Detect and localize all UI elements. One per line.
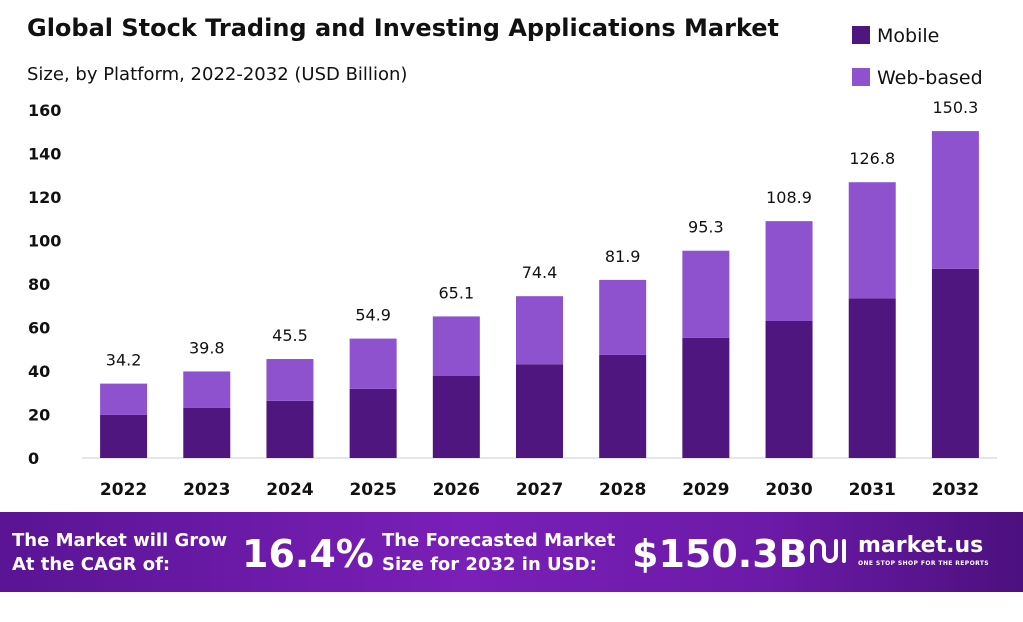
legend-swatch bbox=[852, 68, 870, 86]
x-tick-label: 2026 bbox=[433, 480, 480, 500]
chart-subtitle: Size, by Platform, 2022-2032 (USD Billio… bbox=[27, 64, 407, 85]
bar-segment-mobile bbox=[266, 400, 314, 458]
x-tick-label: 2024 bbox=[266, 480, 313, 500]
bar-segment-web-based bbox=[349, 338, 397, 389]
chart-title: Global Stock Trading and Investing Appli… bbox=[27, 14, 779, 42]
stacked-bar-chart: Global Stock Trading and Investing Appli… bbox=[27, 14, 997, 500]
bar-total-label: 34.2 bbox=[106, 351, 142, 370]
bar-total-label: 74.4 bbox=[522, 263, 558, 282]
bar-segment-mobile bbox=[931, 268, 979, 458]
bar-segment-mobile bbox=[765, 320, 813, 458]
forecast-label-line2: Size for 2032 in USD: bbox=[382, 554, 597, 575]
bar-segment-web-based bbox=[432, 316, 480, 377]
x-tick-label: 2030 bbox=[765, 480, 812, 500]
y-axis: 0 20 40 60 80 100 120 140 160 bbox=[28, 101, 61, 468]
x-tick-label: 2022 bbox=[100, 480, 147, 500]
forecast-value: $150.3B bbox=[632, 532, 808, 576]
bar-segment-web-based bbox=[765, 221, 813, 321]
bar-segment-mobile bbox=[848, 298, 896, 458]
cagr-label-line2: At the CAGR of: bbox=[12, 554, 171, 575]
bar-segment-mobile bbox=[599, 354, 647, 458]
x-tick-label: 2028 bbox=[599, 480, 646, 500]
legend-label: Mobile bbox=[877, 25, 939, 47]
bar-segment-mobile bbox=[682, 337, 730, 458]
bar-total-label: 65.1 bbox=[439, 283, 475, 302]
bar-total-label: 54.9 bbox=[355, 306, 391, 325]
x-tick-label: 2029 bbox=[682, 480, 729, 500]
bar-total-label: 45.5 bbox=[272, 326, 308, 345]
x-tick-label: 2025 bbox=[349, 480, 396, 500]
bar-segment-mobile bbox=[349, 388, 397, 458]
y-tick-label: 120 bbox=[28, 188, 61, 207]
bar-total-label: 81.9 bbox=[605, 247, 641, 266]
y-tick-label: 140 bbox=[28, 145, 61, 164]
bar-total-label: 126.8 bbox=[849, 149, 895, 168]
y-tick-label: 20 bbox=[28, 406, 50, 425]
bar-segment-web-based bbox=[100, 383, 148, 415]
brand-name: market.us bbox=[858, 533, 984, 558]
bar-segment-mobile bbox=[183, 407, 231, 458]
bar-segment-web-based bbox=[848, 182, 896, 299]
brand-tagline: ONE STOP SHOP FOR THE REPORTS bbox=[858, 560, 990, 567]
bars: 34.2 39.8 45.5 54.9 65.1 74.4 81.9 95.3 108.9 126… bbox=[100, 98, 979, 458]
x-axis: 2022 2023 2024 2025 2026 2027 2028 2029 2030 2031… bbox=[100, 480, 979, 500]
bar-segment-mobile bbox=[516, 364, 563, 458]
legend: Mobile Web-based bbox=[852, 25, 983, 89]
bar-segment-web-based bbox=[183, 371, 231, 408]
x-tick-label: 2027 bbox=[516, 480, 563, 500]
bar-total-label: 108.9 bbox=[766, 188, 812, 207]
y-tick-label: 60 bbox=[28, 319, 50, 338]
bar-total-label: 95.3 bbox=[688, 218, 724, 237]
y-tick-label: 0 bbox=[28, 449, 39, 468]
y-tick-label: 80 bbox=[28, 275, 50, 294]
forecast-label-line1: The Forecasted Market bbox=[382, 530, 616, 551]
cagr-value: 16.4% bbox=[242, 532, 374, 576]
bar-segment-mobile bbox=[100, 414, 148, 458]
bar-segment-web-based bbox=[266, 359, 314, 401]
bar-total-label: 150.3 bbox=[933, 98, 979, 117]
y-tick-label: 160 bbox=[28, 101, 61, 120]
x-tick-label: 2023 bbox=[183, 480, 230, 500]
y-tick-label: 100 bbox=[28, 232, 61, 251]
x-tick-label: 2031 bbox=[849, 480, 896, 500]
market-us-logo-icon bbox=[810, 539, 846, 563]
bar-segment-web-based bbox=[516, 296, 563, 365]
cagr-label-line1: The Market will Grow bbox=[12, 530, 228, 551]
x-tick-label: 2032 bbox=[932, 480, 979, 500]
legend-swatch bbox=[852, 26, 870, 44]
bar-segment-web-based bbox=[931, 131, 979, 269]
bar-segment-web-based bbox=[682, 250, 730, 338]
y-tick-label: 40 bbox=[28, 362, 50, 381]
summary-banner: The Market will Grow At the CAGR of: 16.… bbox=[0, 512, 1023, 592]
legend-label: Web-based bbox=[877, 67, 983, 89]
bar-total-label: 39.8 bbox=[189, 338, 225, 357]
bar-segment-web-based bbox=[599, 279, 647, 355]
bar-segment-mobile bbox=[432, 376, 480, 458]
